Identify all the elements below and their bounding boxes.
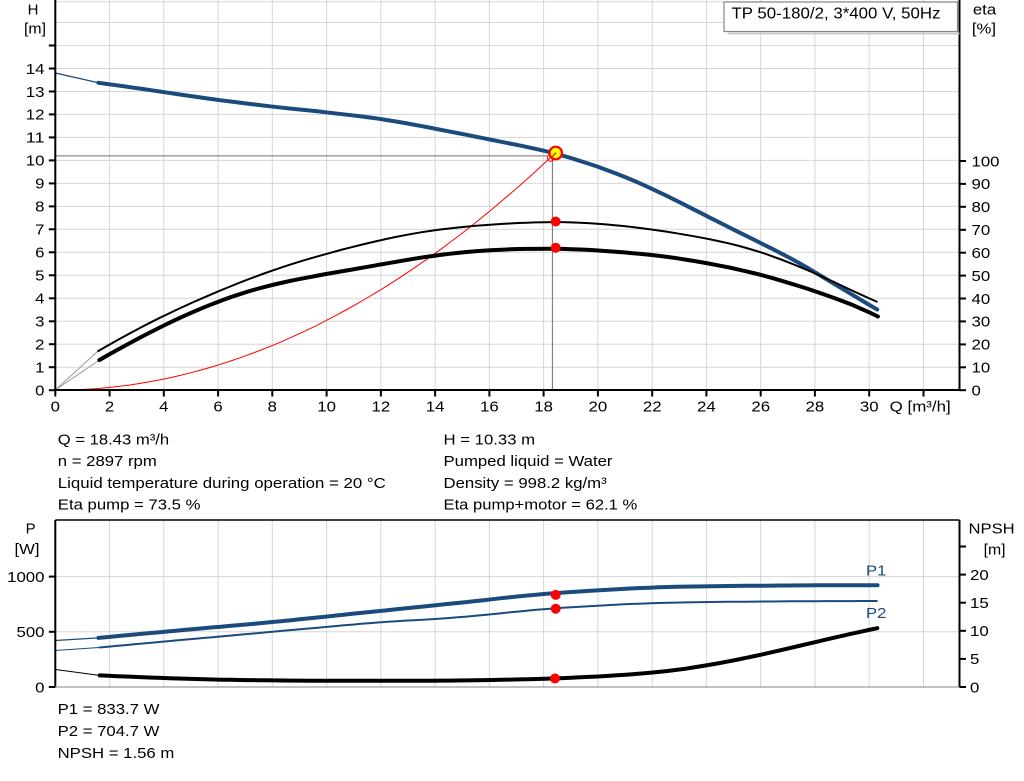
svg-text:18: 18 [534,398,553,415]
svg-text:Density = 998.2 kg/m³: Density = 998.2 kg/m³ [444,475,607,492]
svg-text:3: 3 [35,314,44,331]
svg-text:2: 2 [105,398,114,415]
svg-text:8: 8 [268,398,277,415]
svg-text:16: 16 [480,398,499,415]
svg-text:13: 13 [26,84,45,101]
svg-text:12: 12 [26,107,45,124]
svg-text:Q = 18.43 m³/h: Q = 18.43 m³/h [58,432,169,449]
svg-text:Eta pump = 73.5 %: Eta pump = 73.5 % [58,497,201,514]
svg-text:20: 20 [972,337,991,354]
svg-text:30: 30 [972,314,991,331]
svg-text:P2 = 704.7 W: P2 = 704.7 W [58,723,161,740]
svg-text:80: 80 [972,199,991,216]
svg-text:40: 40 [972,291,991,308]
svg-text:[m]: [m] [24,21,46,38]
svg-text:90: 90 [972,176,991,193]
svg-text:1000: 1000 [7,569,44,586]
svg-text:Liquid temperature during oper: Liquid temperature during operation = 20… [58,475,386,492]
svg-text:10: 10 [972,360,991,377]
svg-text:[W]: [W] [15,541,40,558]
svg-text:15: 15 [970,595,989,612]
svg-text:P2: P2 [866,605,886,622]
svg-text:1: 1 [35,360,44,377]
svg-text:0: 0 [35,383,44,400]
svg-text:60: 60 [972,245,991,262]
svg-text:Eta pump+motor = 62.1 %: Eta pump+motor = 62.1 % [444,497,638,514]
svg-text:10: 10 [26,153,45,170]
svg-text:20: 20 [970,567,989,584]
svg-text:14: 14 [426,398,445,415]
svg-text:30: 30 [860,398,879,415]
svg-text:500: 500 [17,624,45,641]
svg-text:6: 6 [35,245,44,262]
svg-text:0: 0 [972,383,981,400]
svg-text:2: 2 [35,337,44,354]
svg-text:50: 50 [972,268,991,285]
svg-text:TP 50-180/2, 3*400 V, 50Hz: TP 50-180/2, 3*400 V, 50Hz [732,6,941,23]
svg-text:7: 7 [35,222,44,239]
svg-text:NPSH: NPSH [969,521,1015,538]
svg-text:0: 0 [51,398,60,415]
svg-text:P: P [26,521,36,538]
svg-text:0: 0 [970,679,979,696]
svg-text:10: 10 [317,398,336,415]
svg-text:26: 26 [751,398,770,415]
svg-text:NPSH = 1.56 m: NPSH = 1.56 m [58,745,175,762]
svg-text:[%]: [%] [972,21,996,38]
svg-text:P1: P1 [866,563,886,580]
svg-text:28: 28 [806,398,825,415]
svg-text:9: 9 [35,176,44,193]
svg-text:Q [m³/h]: Q [m³/h] [890,398,951,415]
svg-text:8: 8 [35,199,44,216]
svg-text:P1 = 833.7 W: P1 = 833.7 W [58,701,161,718]
svg-text:70: 70 [972,222,991,239]
svg-text:100: 100 [972,153,1000,170]
svg-text:4: 4 [35,291,44,308]
svg-text:H = 10.33 m: H = 10.33 m [444,432,536,449]
svg-text:12: 12 [372,398,391,415]
svg-text:n = 2897 rpm: n = 2897 rpm [58,453,157,470]
svg-text:5: 5 [970,651,979,668]
svg-text:[m]: [m] [984,542,1006,559]
svg-text:20: 20 [589,398,608,415]
svg-text:H: H [28,2,39,19]
svg-text:10: 10 [970,623,989,640]
svg-text:22: 22 [643,398,662,415]
svg-text:eta: eta [973,2,997,19]
svg-text:6: 6 [213,398,222,415]
svg-text:5: 5 [35,268,44,285]
svg-text:Pumped liquid = Water: Pumped liquid = Water [444,453,613,470]
svg-text:24: 24 [697,398,716,415]
svg-text:0: 0 [35,679,44,696]
svg-text:4: 4 [159,398,168,415]
svg-text:11: 11 [26,130,45,147]
svg-text:14: 14 [26,61,45,78]
